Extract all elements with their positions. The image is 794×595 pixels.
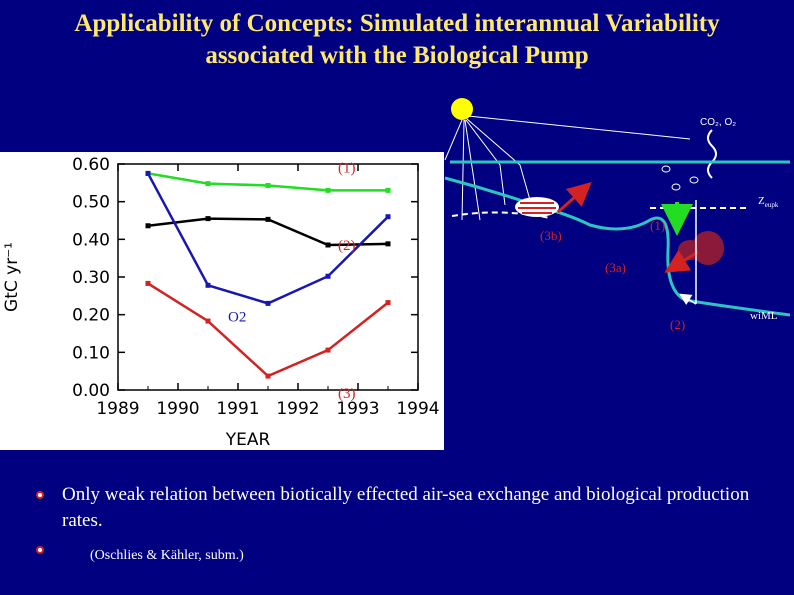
chart-panel: 0.00 0.10 0.20 0.30 0.40 0.50 0.60 1989 1990 1991… (0, 152, 444, 450)
data-point (325, 242, 331, 248)
citation-text: (Oschlies & Kähler, subm.) (90, 548, 244, 563)
x-tick-label: 1994 (396, 399, 439, 419)
organic-matter-blob (692, 231, 724, 265)
data-point (265, 182, 271, 188)
x-tick-label: 1993 (336, 399, 379, 419)
series-annotation: (2) (338, 238, 356, 254)
bullet-text: Only weak relation between biotically ef… (62, 484, 750, 531)
data-point (145, 280, 151, 286)
label-3b: (3b) (540, 228, 562, 243)
bullet-list: Only weak relation between biotically ef… (34, 482, 754, 566)
line-chart: 0.00 0.10 0.20 0.30 0.40 0.50 0.60 1989 1990 1991… (2, 155, 440, 450)
y-tick-label: 0.00 (72, 381, 110, 401)
co2-o2-label: CO₂, O₂ (700, 117, 736, 128)
label-2: (2) (670, 317, 685, 332)
bullet-star-icon (36, 491, 44, 499)
data-point (325, 347, 331, 353)
arrow-3a (664, 249, 699, 273)
y-tick-label: 0.40 (72, 230, 110, 250)
patch-stripes (518, 202, 556, 214)
x-tick-label: 1992 (276, 399, 319, 419)
data-point (325, 187, 331, 193)
sun-icon (451, 98, 473, 120)
bullet-star-icon (36, 546, 44, 554)
z-subscript: eupk (765, 201, 779, 209)
data-point (385, 187, 391, 193)
plot-frame (117, 163, 419, 391)
biological-pump-diagram: CO₂, O₂ (1) (3b) (3a) (2) Zeupk wiML (444, 98, 790, 332)
data-point (325, 273, 331, 279)
data-point (205, 318, 211, 324)
y-tick-label: 0.30 (72, 268, 110, 288)
series-annotation: (3) (338, 386, 356, 402)
wiml-label: wiML (750, 310, 778, 322)
series-line (147, 282, 389, 378)
x-tick-label: 1991 (216, 399, 259, 419)
x-axis-label: YEAR (225, 430, 271, 450)
series-annotation: O2 (228, 309, 246, 325)
title-line-2: associated with the Biological Pump (205, 42, 589, 69)
label-1: (1) (650, 218, 665, 233)
y-tick-label: 0.20 (72, 306, 110, 326)
x-tick-label: 1989 (96, 399, 139, 419)
title-line-1: Applicability of Concepts: Simulated int… (74, 10, 720, 37)
data-point (385, 241, 391, 247)
data-point (145, 170, 151, 176)
data-point (205, 282, 211, 288)
data-point (205, 216, 211, 222)
label-3a: (3a) (605, 260, 626, 275)
z-eupk-label: Zeupk (758, 195, 779, 209)
arrow-3b (557, 182, 592, 214)
mixed-layer-curve (444, 176, 790, 317)
data-point (265, 216, 271, 222)
data-point (385, 214, 391, 220)
gas-exchange-squiggle (707, 129, 717, 179)
data-point (205, 181, 211, 187)
series-annotation: (1) (338, 160, 356, 176)
arrow-2-up (679, 293, 697, 306)
bullet-item: Only weak relation between biotically ef… (34, 482, 754, 534)
y-tick-label: 0.60 (72, 155, 110, 175)
z-label: Z (758, 195, 765, 207)
data-point (265, 300, 271, 306)
data-point (265, 373, 271, 379)
y-axis-label: GtC yr⁻¹ (2, 242, 22, 312)
y-tick-label: 0.10 (72, 343, 110, 363)
sun-rays (444, 115, 691, 221)
bubbles (661, 165, 699, 191)
data-point (145, 223, 151, 229)
x-tick-label: 1990 (156, 399, 199, 419)
slide-title: Applicability of Concepts: Simulated int… (0, 8, 794, 72)
bullet-item: (Oschlies & Kähler, subm.) (34, 546, 754, 566)
data-point (385, 300, 391, 306)
y-tick-label: 0.50 (72, 193, 110, 213)
